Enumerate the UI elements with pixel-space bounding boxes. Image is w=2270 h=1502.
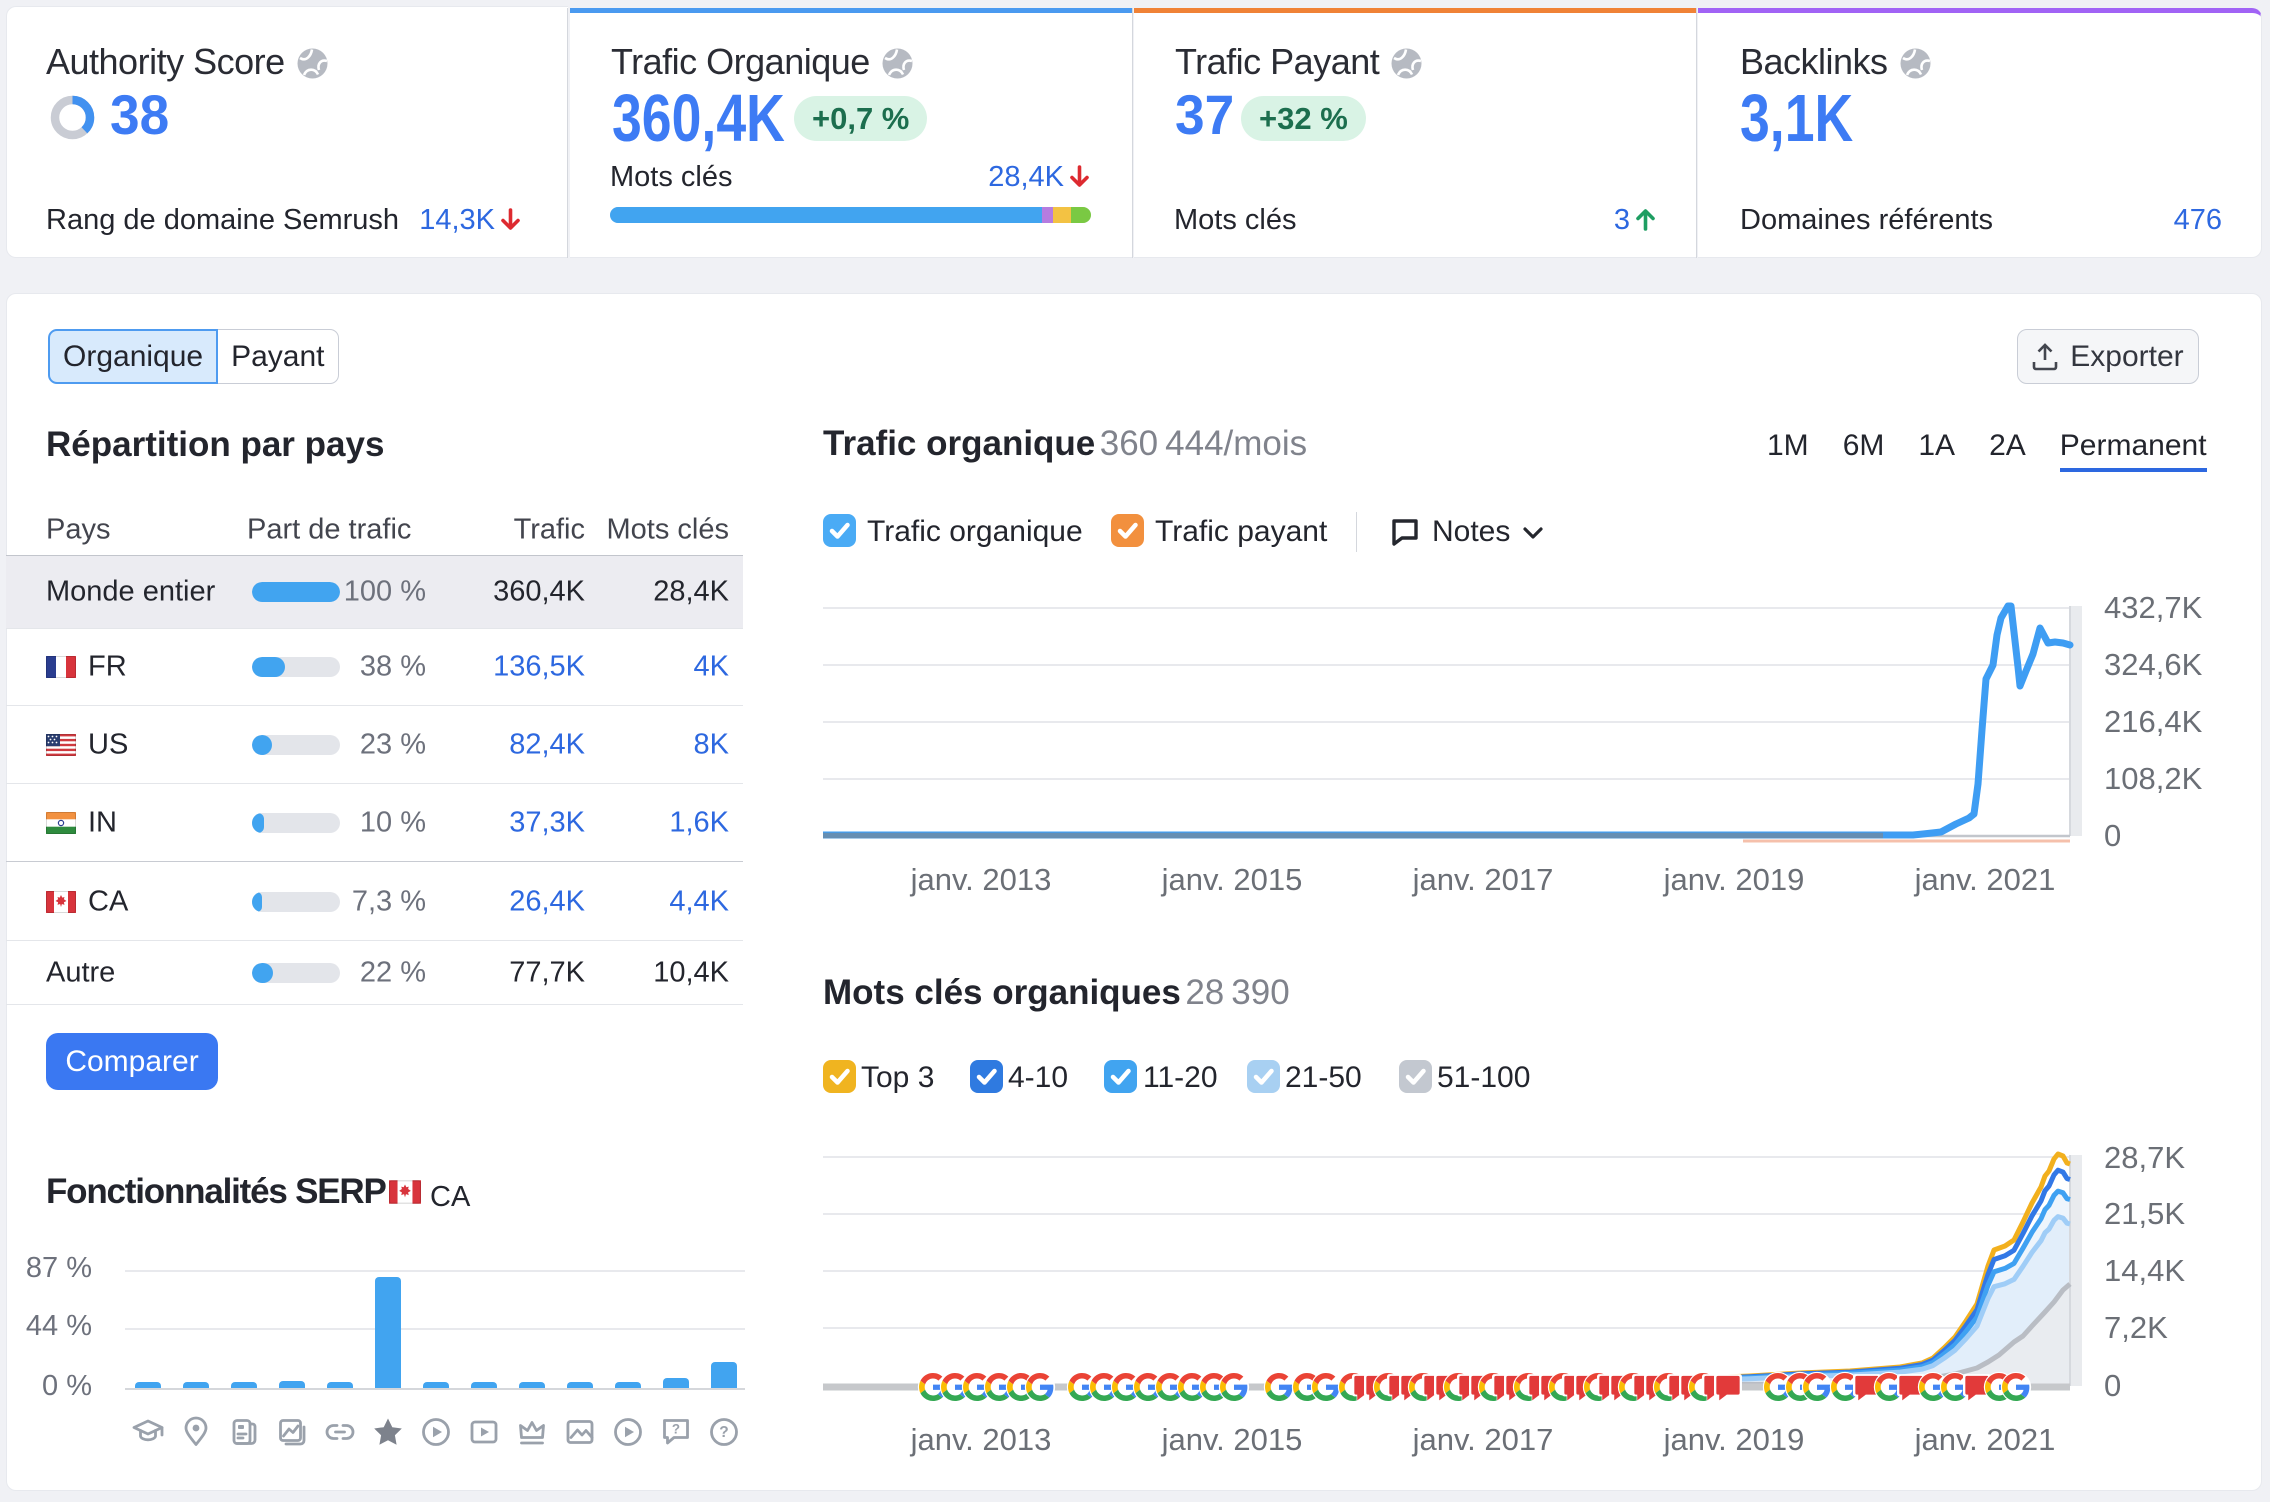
svg-text:?: ? — [719, 1424, 728, 1441]
svg-text:?: ? — [672, 1422, 680, 1437]
